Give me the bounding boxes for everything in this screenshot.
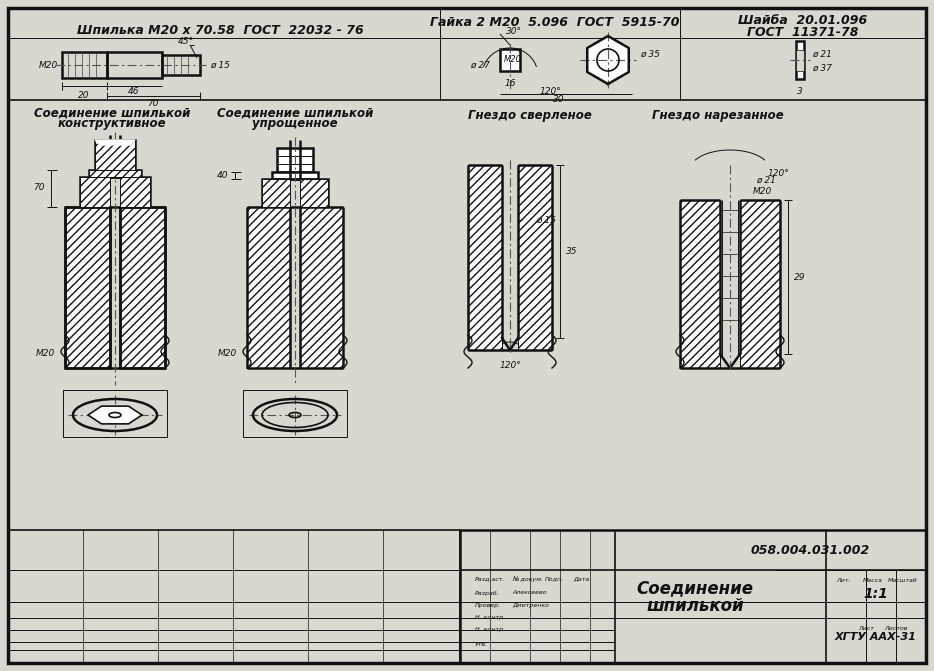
Text: № докум.: № докум. [512, 576, 543, 582]
Text: Соединение шпилькой: Соединение шпилькой [34, 107, 191, 119]
Text: Масштаб: Масштаб [888, 578, 918, 584]
Text: 70: 70 [148, 99, 159, 109]
Text: Лит.: Лит. [836, 578, 850, 584]
Text: Масса: Масса [863, 578, 883, 584]
Text: ø 37: ø 37 [812, 64, 832, 72]
Bar [89, 170, 141, 177]
Text: Гайка 2 М20  5.096  ГОСТ  5915-70: Гайка 2 М20 5.096 ГОСТ 5915-70 [431, 17, 680, 30]
Text: Алексеево: Алексеево [512, 590, 546, 595]
Text: 70: 70 [34, 183, 45, 193]
Text: Листов: Листов [884, 627, 908, 631]
Bar [120, 207, 165, 368]
Bar [62, 52, 107, 78]
Text: Гнездо нарезанное: Гнездо нарезанное [652, 109, 784, 121]
Text: Разд.аст.: Разд.аст. [475, 576, 505, 582]
Text: Шайба  20.01.096: Шайба 20.01.096 [739, 13, 868, 26]
Text: 35: 35 [566, 246, 578, 256]
Bar [796, 41, 804, 79]
Bar [277, 148, 313, 172]
Text: Гнездо сверленое: Гнездо сверленое [468, 109, 592, 121]
Text: 1:1: 1:1 [864, 587, 888, 601]
Text: М20: М20 [504, 56, 522, 64]
Text: ø 21: ø 21 [756, 176, 776, 185]
Text: ХГТУ ААХ-31: ХГТУ ААХ-31 [835, 632, 917, 642]
Text: ø 15: ø 15 [210, 60, 230, 70]
Text: 20: 20 [78, 91, 90, 101]
Text: М20: М20 [38, 60, 58, 70]
Bar [65, 207, 110, 368]
Text: ø 35: ø 35 [640, 50, 660, 58]
Text: 30: 30 [553, 95, 565, 103]
Text: ГОСТ  11371-78: ГОСТ 11371-78 [747, 25, 858, 38]
Bar [300, 207, 343, 368]
Text: 058.004.031.002: 058.004.031.002 [750, 544, 870, 556]
Bar [300, 179, 328, 207]
Text: шпилькой: шпилькой [646, 597, 743, 615]
Text: 120°: 120° [767, 170, 789, 178]
Text: 120°: 120° [539, 87, 561, 95]
Text: Провер.: Провер. [475, 603, 502, 609]
Bar [95, 140, 135, 170]
Text: Дата: Дата [573, 576, 589, 582]
Bar [272, 172, 318, 179]
Bar [262, 179, 328, 207]
Text: 40: 40 [218, 170, 229, 180]
Text: Подп.: Подп. [545, 576, 564, 582]
Text: 3: 3 [797, 87, 803, 95]
Text: Соединение: Соединение [636, 579, 754, 597]
Bar [120, 177, 150, 207]
Bar [63, 390, 167, 437]
Bar [107, 52, 162, 78]
Text: Н. контр.: Н. контр. [475, 627, 505, 633]
Text: 46: 46 [128, 87, 140, 97]
Bar [162, 55, 200, 75]
Bar [95, 140, 135, 170]
Bar [680, 200, 720, 368]
Bar [740, 200, 780, 368]
Text: М20: М20 [35, 348, 54, 358]
Text: упрощенное: упрощенное [252, 117, 338, 130]
Bar [500, 49, 520, 71]
Text: Шпилька М20 x 70.58  ГОСТ  22032 - 76: Шпилька М20 x 70.58 ГОСТ 22032 - 76 [77, 23, 363, 36]
Text: конструктивное: конструктивное [58, 117, 166, 130]
Text: 16: 16 [504, 79, 516, 87]
Bar [8, 530, 460, 663]
Bar [796, 50, 804, 71]
Bar [80, 177, 110, 207]
Text: М20: М20 [753, 187, 771, 197]
Text: Соединение шпилькой: Соединение шпилькой [217, 107, 374, 119]
Polygon shape [88, 406, 142, 424]
Bar [65, 207, 110, 368]
Text: Разраб.: Разраб. [475, 590, 500, 595]
Bar [460, 530, 926, 663]
Polygon shape [587, 36, 629, 84]
Text: Дмитренко: Дмитренко [512, 603, 549, 609]
Bar [89, 170, 141, 177]
Text: 45°: 45° [178, 36, 194, 46]
Text: ø 15: ø 15 [536, 215, 556, 225]
Text: М20: М20 [218, 348, 236, 358]
Bar [120, 207, 165, 368]
Bar [243, 390, 347, 437]
Polygon shape [95, 140, 135, 145]
Text: 120°: 120° [499, 360, 521, 370]
Bar [80, 177, 150, 207]
Text: ø 27: ø 27 [470, 60, 490, 70]
Text: 30°: 30° [506, 26, 522, 36]
Bar [247, 207, 290, 368]
Text: Н. контр.: Н. контр. [475, 615, 505, 621]
Bar [468, 165, 502, 350]
Text: 29: 29 [794, 272, 806, 282]
Text: ø 21: ø 21 [812, 50, 832, 58]
Text: Лист: Лист [858, 627, 874, 631]
Bar [518, 165, 552, 350]
Text: Утв.: Утв. [475, 641, 488, 646]
Bar [262, 179, 290, 207]
